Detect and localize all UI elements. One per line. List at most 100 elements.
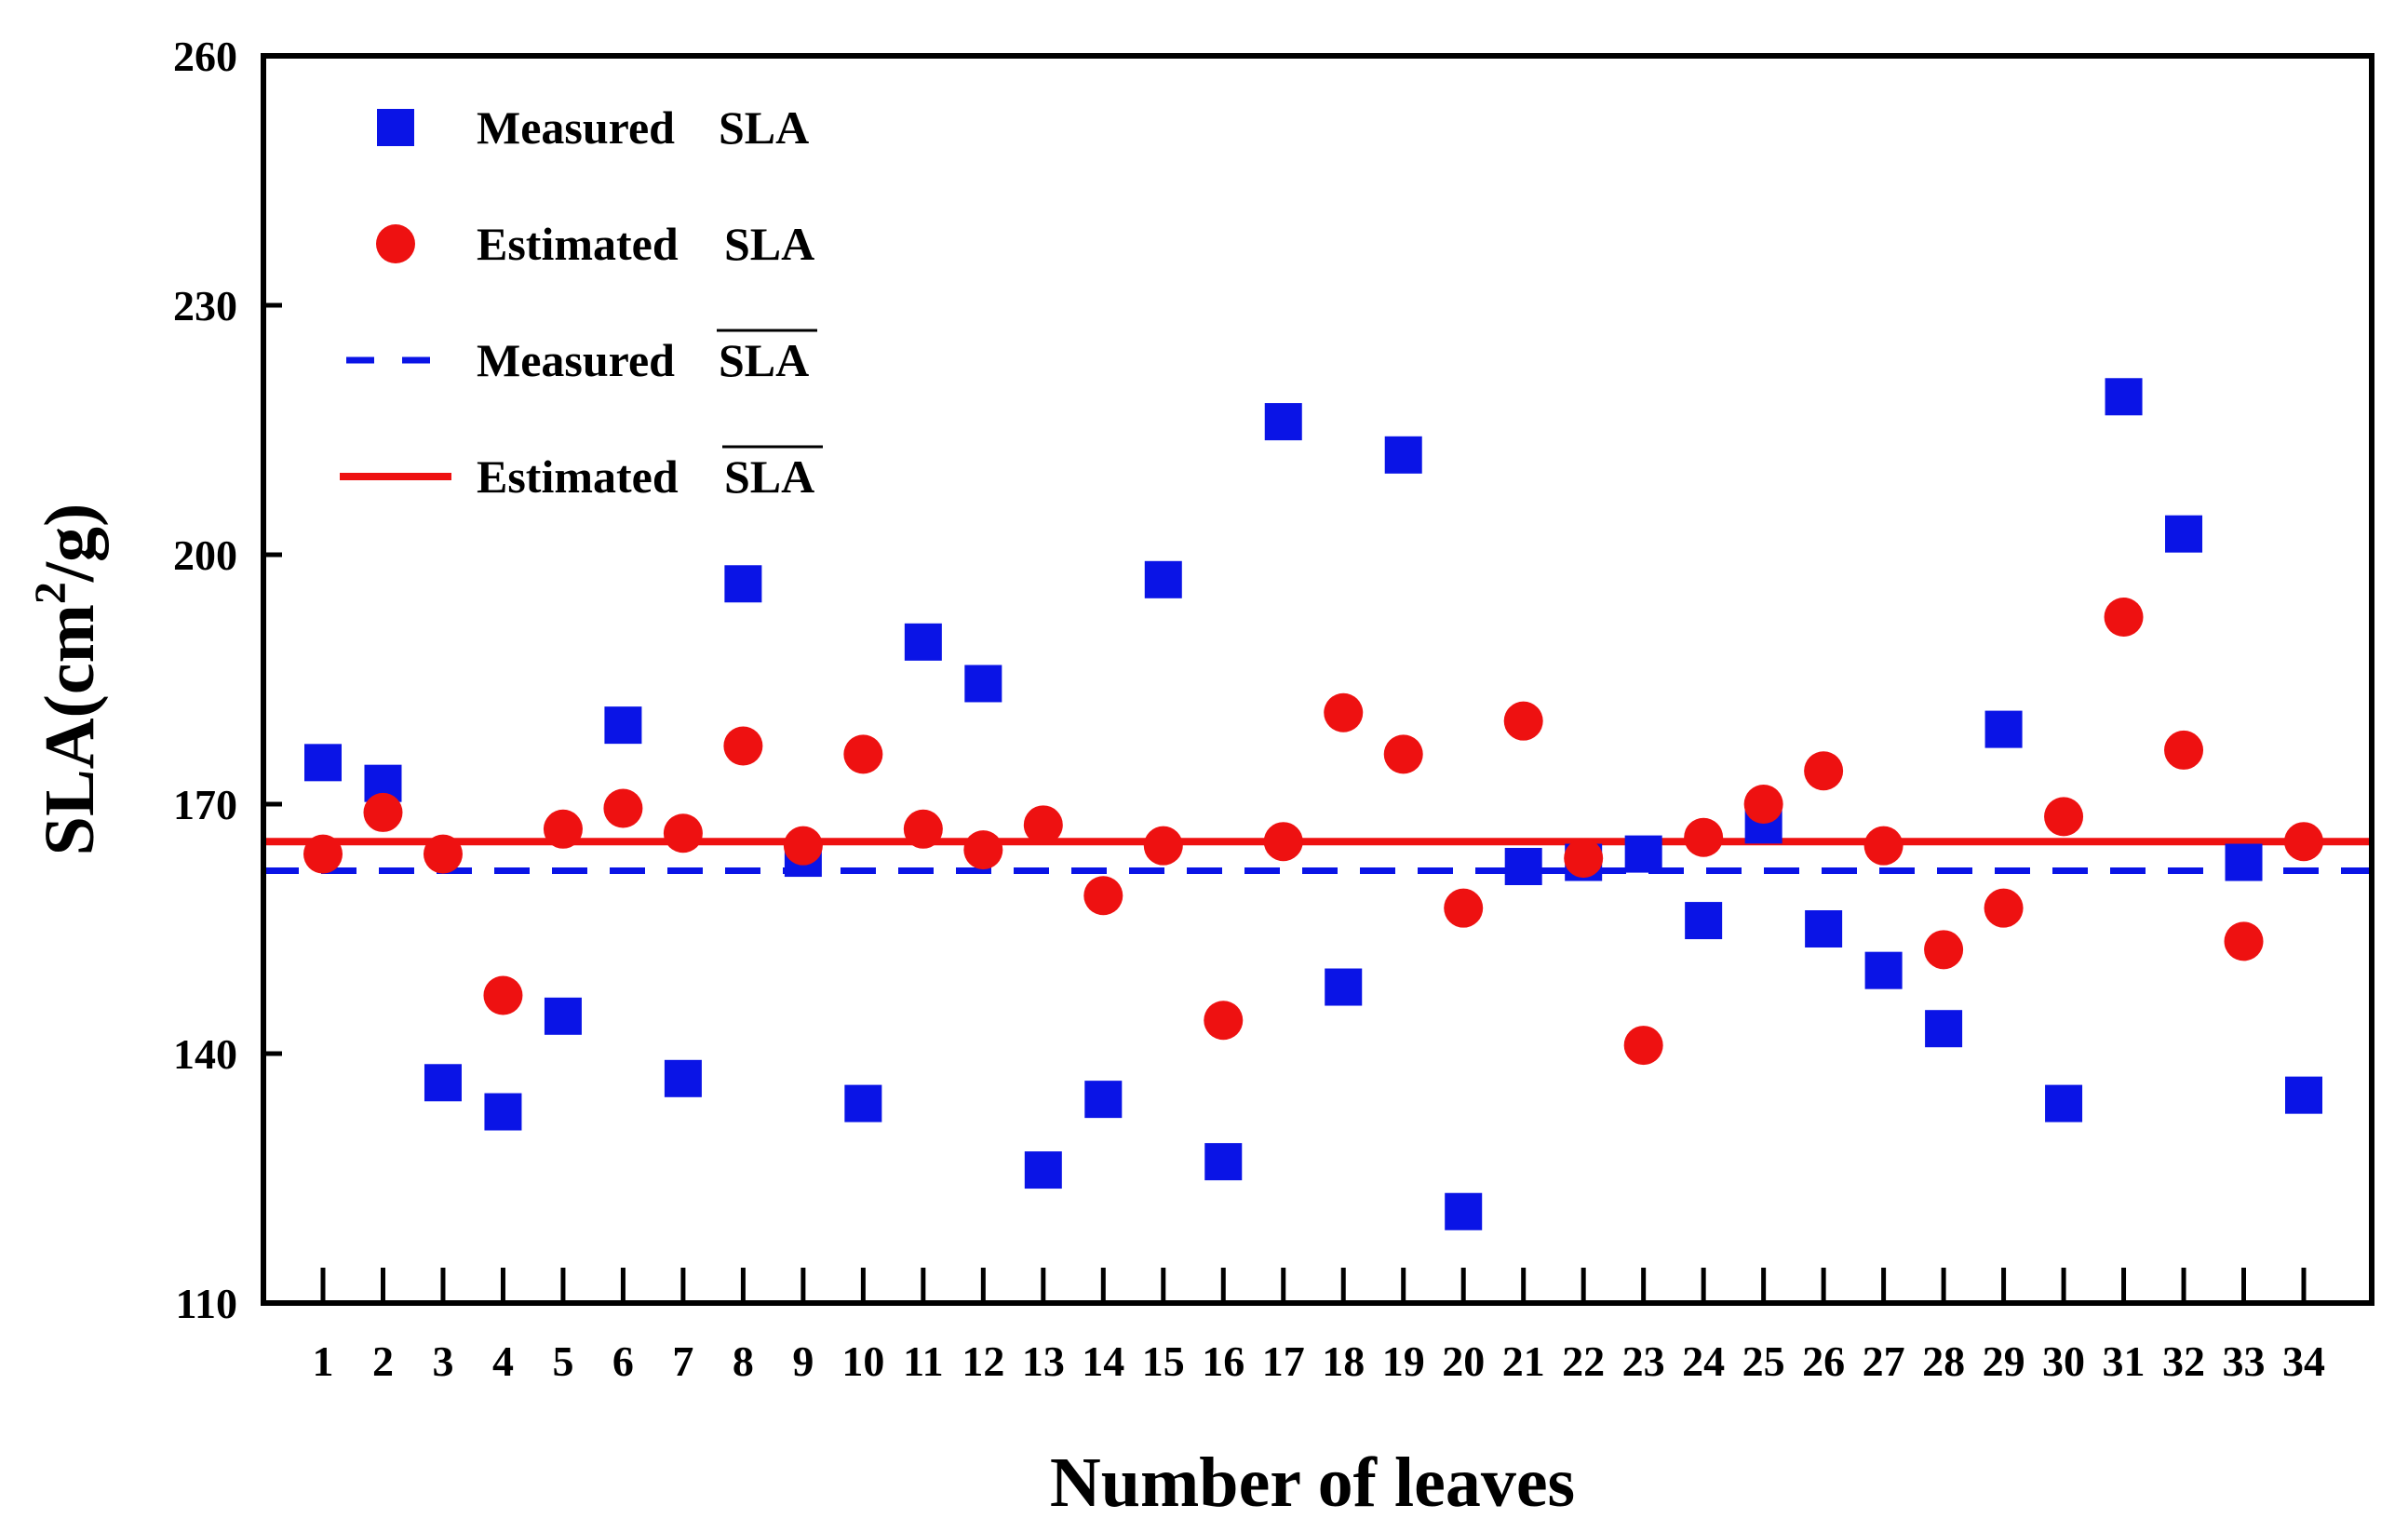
y-axis-title-main: SLA(cm xyxy=(31,604,109,855)
x-tick-label-23: 23 xyxy=(1622,1337,1665,1385)
x-tick-label-20: 20 xyxy=(1442,1337,1485,1385)
estimated-point-20 xyxy=(1444,888,1484,928)
legend: Measured SLA Estimated SLA Measured SLA Estima… xyxy=(340,101,823,503)
estimated-point-19 xyxy=(1383,734,1423,774)
x-tick-label-6: 6 xyxy=(612,1337,634,1385)
measured-point-13 xyxy=(1024,1151,1062,1189)
x-tick-label-31: 31 xyxy=(2103,1337,2146,1385)
x-tick-label-22: 22 xyxy=(1562,1337,1605,1385)
estimated-point-4 xyxy=(483,975,523,1015)
x-tick-label-16: 16 xyxy=(1202,1337,1244,1385)
estimated-point-3 xyxy=(423,834,463,874)
legend-estimated-sla-label: Estimated xyxy=(477,218,679,270)
estimated-point-11 xyxy=(903,809,943,849)
estimated-point-17 xyxy=(1263,822,1303,862)
estimated-point-22 xyxy=(1564,839,1604,879)
plot-area xyxy=(263,56,2372,1303)
measured-point-23 xyxy=(1624,835,1662,873)
measured-point-28 xyxy=(1925,1010,1963,1048)
y-tick-label-110: 110 xyxy=(176,1280,237,1327)
estimated-point-18 xyxy=(1324,692,1364,732)
measured-point-20 xyxy=(1445,1192,1483,1230)
estimated-point-5 xyxy=(543,809,583,849)
measured-point-21 xyxy=(1504,848,1542,885)
legend-measured-mean-symbol: SLA xyxy=(719,334,809,386)
estimated-point-10 xyxy=(843,734,883,774)
estimated-point-30 xyxy=(2044,797,2084,837)
measured-point-26 xyxy=(1805,910,1843,947)
x-tick-label-15: 15 xyxy=(1142,1337,1185,1385)
estimated-point-16 xyxy=(1204,1001,1244,1041)
x-tick-label-17: 17 xyxy=(1262,1337,1305,1385)
measured-point-15 xyxy=(1144,560,1182,598)
y-axis-title-superscript: 2 xyxy=(26,582,75,604)
x-tick-label-19: 19 xyxy=(1382,1337,1425,1385)
y-tick-label-230: 230 xyxy=(173,282,237,329)
legend-estimated-sla-symbol: SLA xyxy=(724,218,814,270)
measured-point-17 xyxy=(1264,403,1302,441)
estimated-point-8 xyxy=(723,726,763,766)
x-tick-label-13: 13 xyxy=(1022,1337,1065,1385)
measured-point-30 xyxy=(2045,1084,2083,1122)
data-marks xyxy=(303,378,2323,1230)
x-tick-label-12: 12 xyxy=(962,1337,1004,1385)
measured-point-34 xyxy=(2285,1076,2322,1114)
measured-point-3 xyxy=(424,1064,462,1102)
legend-measured-mean-label: Measured xyxy=(477,334,675,386)
x-tick-label-28: 28 xyxy=(1922,1337,1965,1385)
estimated-point-13 xyxy=(1023,805,1063,845)
measured-point-31 xyxy=(2105,378,2143,416)
y-tick-label-260: 260 xyxy=(173,33,237,80)
measured-point-27 xyxy=(1864,951,1903,989)
x-tick-label-8: 8 xyxy=(733,1337,754,1385)
x-tick-label-7: 7 xyxy=(672,1337,693,1385)
measured-point-8 xyxy=(724,565,762,603)
x-tick-label-29: 29 xyxy=(1983,1337,2025,1385)
estimated-point-14 xyxy=(1083,876,1123,916)
estimated-point-6 xyxy=(603,788,643,828)
measured-point-5 xyxy=(544,997,582,1035)
x-tick-label-24: 24 xyxy=(1682,1337,1725,1385)
estimated-point-7 xyxy=(663,813,703,853)
estimated-point-33 xyxy=(2224,921,2264,961)
measured-point-1 xyxy=(304,744,342,782)
legend-measured-sla-marker xyxy=(377,109,414,146)
legend-measured-sla-symbol: SLA xyxy=(719,101,809,154)
x-tick-label-5: 5 xyxy=(552,1337,573,1385)
x-tick-label-21: 21 xyxy=(1502,1337,1545,1385)
estimated-point-32 xyxy=(2164,730,2204,770)
legend-measured-sla-label: Measured xyxy=(477,101,675,154)
x-tick-label-27: 27 xyxy=(1863,1337,1905,1385)
estimated-point-25 xyxy=(1743,785,1783,824)
estimated-point-15 xyxy=(1143,826,1183,866)
measured-point-6 xyxy=(604,706,642,745)
x-tick-label-18: 18 xyxy=(1322,1337,1365,1385)
x-tick-label-32: 32 xyxy=(2162,1337,2205,1385)
measured-point-24 xyxy=(1685,902,1723,940)
estimated-point-1 xyxy=(303,834,343,874)
measured-point-19 xyxy=(1384,436,1422,474)
measured-point-4 xyxy=(484,1093,522,1131)
x-tick-label-2: 2 xyxy=(372,1337,394,1385)
measured-point-12 xyxy=(964,665,1002,703)
estimated-point-23 xyxy=(1623,1026,1663,1066)
estimated-point-21 xyxy=(1503,701,1543,741)
measured-point-11 xyxy=(904,623,942,661)
estimated-point-2 xyxy=(363,792,403,832)
estimated-point-12 xyxy=(963,830,1003,870)
estimated-point-9 xyxy=(783,826,823,866)
x-tick-label-3: 3 xyxy=(432,1337,453,1385)
measured-point-33 xyxy=(2225,843,2263,881)
x-tick-label-9: 9 xyxy=(792,1337,814,1385)
y-tick-label-200: 200 xyxy=(173,531,237,579)
measured-point-32 xyxy=(2165,515,2203,553)
estimated-point-28 xyxy=(1924,930,1964,970)
y-axis-title-tail: /g) xyxy=(31,504,109,583)
mean-lines xyxy=(263,838,2372,874)
estimated-point-26 xyxy=(1804,751,1844,791)
estimated-point-24 xyxy=(1684,817,1724,857)
estimated-point-34 xyxy=(2284,822,2323,862)
axes-frame xyxy=(261,53,2374,1306)
